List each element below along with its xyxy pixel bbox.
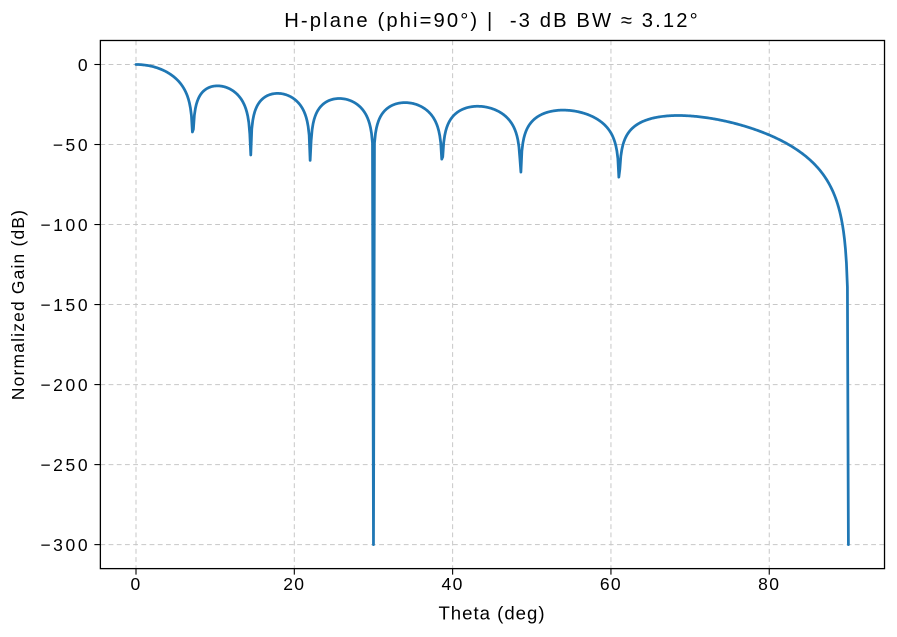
svg-text:−200: −200 bbox=[40, 375, 90, 395]
svg-text:−250: −250 bbox=[40, 455, 90, 475]
svg-text:H-plane (phi=90°) | -3 dB BW: H-plane (phi=90°) | -3 dB BW ≈ 3.12° bbox=[284, 10, 700, 32]
svg-text:Normalized Gain (dB): Normalized Gain (dB) bbox=[8, 209, 28, 400]
svg-text:−300: −300 bbox=[40, 535, 90, 555]
svg-text:−50: −50 bbox=[53, 135, 91, 155]
svg-text:80: 80 bbox=[758, 574, 780, 594]
svg-text:20: 20 bbox=[283, 574, 305, 594]
svg-text:−100: −100 bbox=[40, 215, 90, 235]
svg-text:60: 60 bbox=[600, 574, 622, 594]
svg-text:Theta (deg): Theta (deg) bbox=[438, 603, 545, 624]
svg-text:0: 0 bbox=[130, 574, 141, 594]
svg-text:40: 40 bbox=[442, 574, 464, 594]
svg-text:0: 0 bbox=[78, 55, 90, 75]
svg-text:−150: −150 bbox=[40, 295, 90, 315]
